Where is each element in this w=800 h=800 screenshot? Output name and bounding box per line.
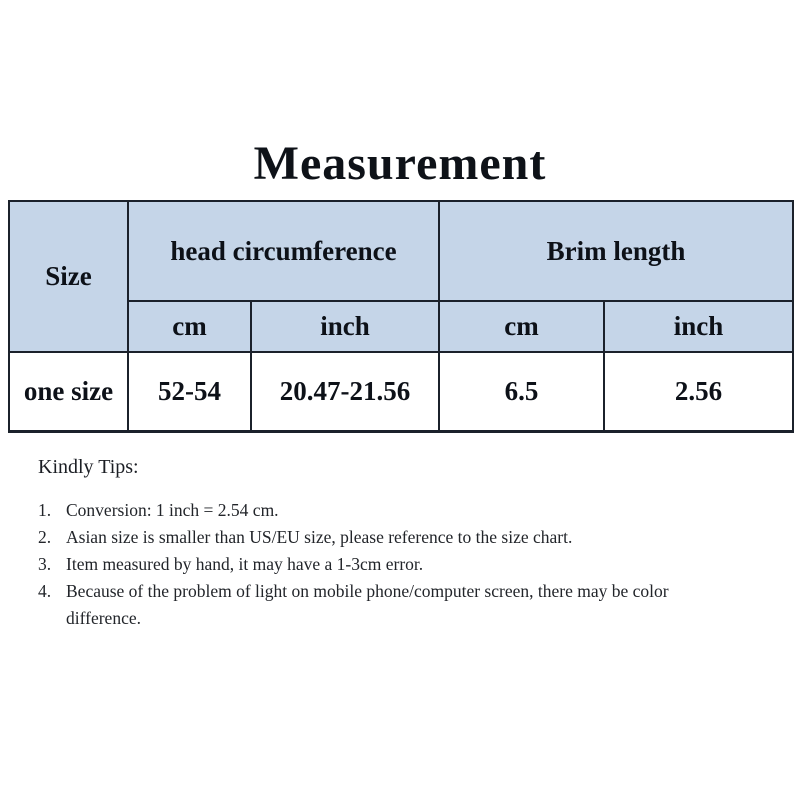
tip-text: Asian size is smaller than US/EU size, p… xyxy=(66,527,573,547)
cell-head-circumference-inch: 20.47-21.56 xyxy=(250,351,440,432)
tip-item-1: 1. Conversion: 1 inch = 2.54 cm. xyxy=(38,497,738,524)
tip-item-2: 2. Asian size is smaller than US/EU size… xyxy=(38,524,738,551)
tip-text: Conversion: 1 inch = 2.54 cm. xyxy=(66,500,279,520)
kindly-tips-section: Kindly Tips: 1. Conversion: 1 inch = 2.5… xyxy=(38,456,738,632)
cell-head-circumference-cm: 52-54 xyxy=(127,351,252,432)
tips-heading: Kindly Tips: xyxy=(38,456,139,478)
tip-item-3: 3. Item measured by hand, it may have a … xyxy=(38,551,738,578)
tip-number: 2. xyxy=(38,527,52,547)
table-row-one-size: one size 52-54 20.47-21.56 6.5 2.56 xyxy=(8,351,794,432)
size-table: Size head circumference Brim length cm i… xyxy=(8,200,794,433)
tip-number: 1. xyxy=(38,500,52,520)
cell-size-value: one size xyxy=(8,351,129,432)
page-title: Measurement xyxy=(253,137,547,190)
sub-header-head-circumference-inch: inch xyxy=(250,300,440,353)
tip-text: Item measured by hand, it may have a 1-3… xyxy=(66,554,424,574)
sub-header-brim-length-cm: cm xyxy=(438,300,605,353)
sub-header-brim-length-inch: inch xyxy=(603,300,794,353)
table-row-sub-headers: cm inch cm inch xyxy=(9,300,794,353)
corner-header-size: Size xyxy=(8,200,129,353)
tip-number: 3. xyxy=(38,554,52,574)
table-row-group-headers: Size head circumference Brim length xyxy=(8,200,794,353)
group-header-head-circumference: head circumference xyxy=(127,200,440,302)
tip-text: Because of the problem of light on mobil… xyxy=(66,581,669,628)
group-header-brim-length: Brim length xyxy=(438,200,794,302)
cell-brim-length-inch: 2.56 xyxy=(603,351,794,432)
sub-header-head-circumference-cm: cm xyxy=(127,300,252,353)
tip-number: 4. xyxy=(38,581,52,601)
tip-item-4: 4. Because of the problem of light on mo… xyxy=(38,578,738,632)
cell-brim-length-cm: 6.5 xyxy=(438,351,605,432)
